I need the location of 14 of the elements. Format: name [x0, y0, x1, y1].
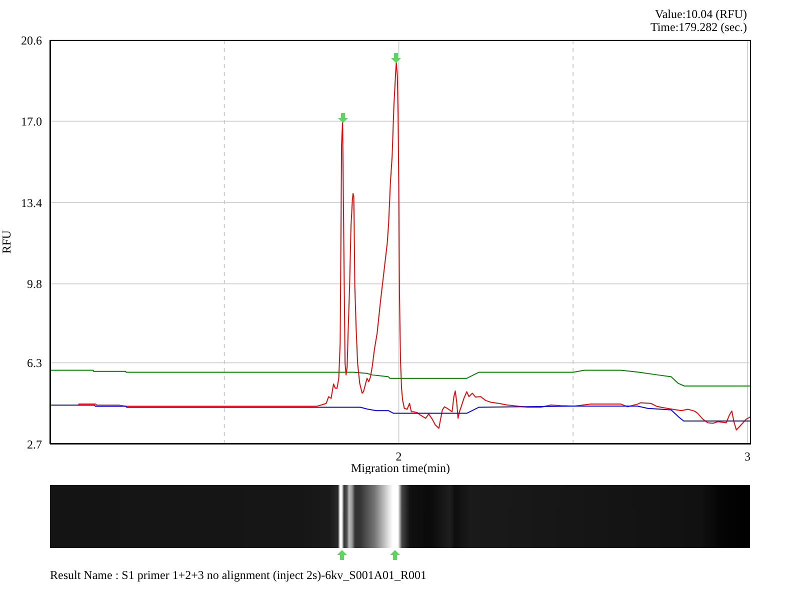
x-tick-label: 3 — [744, 450, 751, 464]
y-tick-label: 2.7 — [27, 437, 42, 452]
y-tick-label: 9.8 — [27, 277, 42, 292]
x-tick-label: 2 — [396, 450, 402, 464]
text: Time:179.282 (sec.) — [650, 20, 747, 34]
line-series — [50, 370, 751, 386]
line-series — [50, 404, 751, 422]
y-axis-title: RFU — [0, 230, 14, 254]
text: Value:10.04 (RFU) — [654, 7, 747, 21]
text: Result Name : S1 primer 1+2+3 no alignment (inject 2s)-6kv_S001A01_R001 — [50, 568, 426, 582]
y-tick-label: 13.4 — [21, 196, 42, 210]
y-tick-label: 6.3 — [27, 356, 42, 370]
y-tick-label: 20.6 — [21, 33, 42, 48]
y-tick-label: 17.0 — [21, 114, 42, 129]
